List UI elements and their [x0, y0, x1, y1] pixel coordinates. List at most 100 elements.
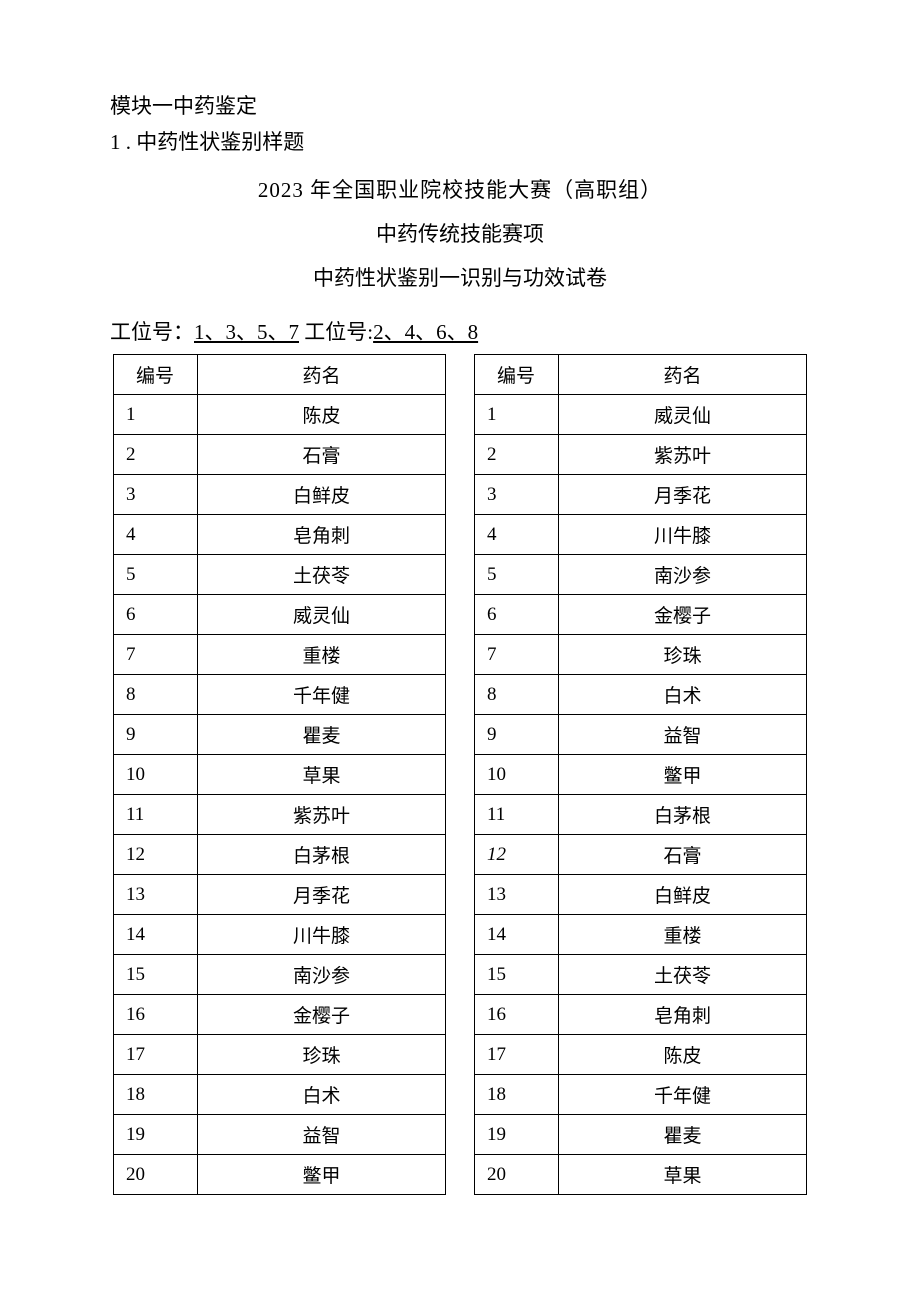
table-row: 17珍珠	[114, 1035, 446, 1075]
station-line: 工位号：1、3、5、7 工位号:2、4、6、8	[110, 316, 810, 346]
cell-name: 月季花	[198, 875, 446, 915]
table-row: 19瞿麦	[475, 1115, 807, 1155]
module-heading: 模块一中药鉴定	[110, 90, 810, 120]
cell-name: 鳖甲	[559, 755, 807, 795]
station-value-b: 2、4、6、8	[373, 320, 478, 344]
cell-number: 10	[114, 755, 198, 795]
tables-container: 编号 药名 1陈皮2石膏3白鲜皮4皂角刺5土茯苓6威灵仙7重楼8千年健9瞿麦10…	[110, 354, 810, 1195]
cell-number: 14	[475, 915, 559, 955]
cell-number: 1	[114, 395, 198, 435]
cell-number: 6	[114, 595, 198, 635]
cell-name: 瞿麦	[198, 715, 446, 755]
list-item-heading: 1 . 中药性状鉴别样题	[110, 126, 810, 156]
cell-name: 重楼	[559, 915, 807, 955]
table-row: 18白术	[114, 1075, 446, 1115]
table-header-row: 编号 药名	[475, 355, 807, 395]
table-row: 2石膏	[114, 435, 446, 475]
table-row: 20草果	[475, 1155, 807, 1195]
cell-name: 南沙参	[559, 555, 807, 595]
table-row: 4皂角刺	[114, 515, 446, 555]
table-row: 14重楼	[475, 915, 807, 955]
cell-name: 皂角刺	[198, 515, 446, 555]
table-row: 14川牛膝	[114, 915, 446, 955]
cell-name: 益智	[198, 1115, 446, 1155]
cell-number: 10	[475, 755, 559, 795]
table-row: 9瞿麦	[114, 715, 446, 755]
cell-name: 皂角刺	[559, 995, 807, 1035]
cell-number: 9	[114, 715, 198, 755]
cell-name: 金樱子	[559, 595, 807, 635]
cell-name: 白茅根	[559, 795, 807, 835]
cell-name: 土茯苓	[559, 955, 807, 995]
station-label-b: 工位号:	[299, 320, 373, 344]
cell-number: 8	[114, 675, 198, 715]
cell-name: 陈皮	[198, 395, 446, 435]
cell-number: 11	[114, 795, 198, 835]
table-row: 12白茅根	[114, 835, 446, 875]
cell-number: 14	[114, 915, 198, 955]
table-row: 16金樱子	[114, 995, 446, 1035]
table-row: 10鳖甲	[475, 755, 807, 795]
cell-name: 川牛膝	[559, 515, 807, 555]
cell-name: 月季花	[559, 475, 807, 515]
cell-number: 3	[114, 475, 198, 515]
station-value-a: 1、3、5、7	[194, 320, 299, 344]
cell-name: 重楼	[198, 635, 446, 675]
cell-name: 千年健	[198, 675, 446, 715]
table-row: 10草果	[114, 755, 446, 795]
cell-number: 13	[475, 875, 559, 915]
cell-number: 9	[475, 715, 559, 755]
table-row: 8白术	[475, 675, 807, 715]
cell-number: 15	[114, 955, 198, 995]
table-row: 1威灵仙	[475, 395, 807, 435]
table-row: 20鳖甲	[114, 1155, 446, 1195]
table-row: 7珍珠	[475, 635, 807, 675]
cell-number: 15	[475, 955, 559, 995]
table-row: 13月季花	[114, 875, 446, 915]
right-table-body: 1威灵仙2紫苏叶3月季花4川牛膝5南沙参6金樱子7珍珠8白术9益智10鳖甲11白…	[475, 395, 807, 1195]
cell-name: 陈皮	[559, 1035, 807, 1075]
cell-number: 20	[475, 1155, 559, 1195]
table-row: 4川牛膝	[475, 515, 807, 555]
cell-number: 7	[475, 635, 559, 675]
cell-number: 1	[475, 395, 559, 435]
cell-name: 瞿麦	[559, 1115, 807, 1155]
cell-name: 金樱子	[198, 995, 446, 1035]
cell-number: 12	[475, 835, 559, 875]
cell-number: 4	[475, 515, 559, 555]
table-row: 3月季花	[475, 475, 807, 515]
table-row: 12石膏	[475, 835, 807, 875]
table-row: 13白鲜皮	[475, 875, 807, 915]
table-row: 1陈皮	[114, 395, 446, 435]
cell-number: 16	[475, 995, 559, 1035]
cell-number: 16	[114, 995, 198, 1035]
cell-name: 川牛膝	[198, 915, 446, 955]
station-label-a: 工位号：	[110, 320, 194, 344]
table-row: 19益智	[114, 1115, 446, 1155]
table-row: 5土茯苓	[114, 555, 446, 595]
table-row: 11紫苏叶	[114, 795, 446, 835]
cell-number: 4	[114, 515, 198, 555]
cell-name: 鳖甲	[198, 1155, 446, 1195]
table-row: 11白茅根	[475, 795, 807, 835]
cell-number: 20	[114, 1155, 198, 1195]
table-row: 6金樱子	[475, 595, 807, 635]
table-row: 8千年健	[114, 675, 446, 715]
cell-name: 紫苏叶	[559, 435, 807, 475]
page-title: 2023 年全国职业院校技能大赛（高职组）	[110, 174, 810, 204]
cell-number: 2	[475, 435, 559, 475]
cell-name: 石膏	[198, 435, 446, 475]
col-number-header: 编号	[114, 355, 198, 395]
page: 模块一中药鉴定 1 . 中药性状鉴别样题 2023 年全国职业院校技能大赛（高职…	[0, 0, 920, 1301]
left-table-body: 1陈皮2石膏3白鲜皮4皂角刺5土茯苓6威灵仙7重楼8千年健9瞿麦10草果11紫苏…	[114, 395, 446, 1195]
cell-name: 白鲜皮	[559, 875, 807, 915]
table-row: 16皂角刺	[475, 995, 807, 1035]
cell-name: 千年健	[559, 1075, 807, 1115]
cell-name: 白术	[198, 1075, 446, 1115]
cell-number: 18	[475, 1075, 559, 1115]
col-name-header: 药名	[198, 355, 446, 395]
table-row: 6威灵仙	[114, 595, 446, 635]
cell-number: 12	[114, 835, 198, 875]
table-row: 9益智	[475, 715, 807, 755]
table-row: 3白鲜皮	[114, 475, 446, 515]
